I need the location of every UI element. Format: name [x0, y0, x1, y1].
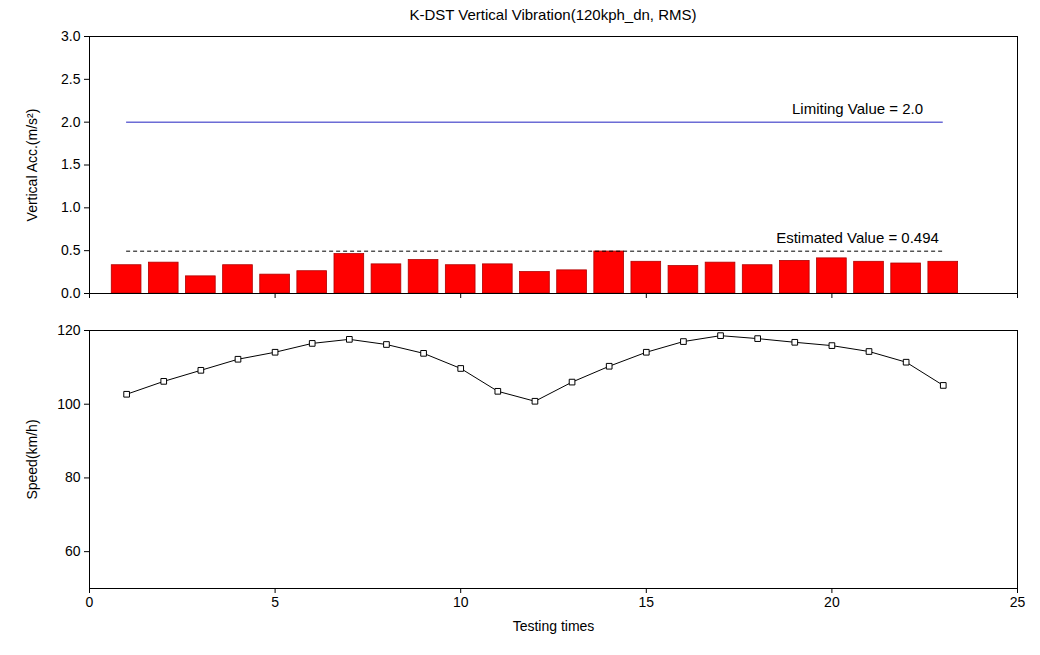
svg-text:25: 25	[1010, 594, 1026, 610]
svg-text:2.0: 2.0	[61, 114, 81, 130]
svg-text:80: 80	[65, 469, 81, 485]
svg-text:2.5: 2.5	[61, 71, 81, 87]
html-text:K-DST Vertical Vibration(120kp: K-DST Vertical Vibration(120kph_dn, RMS)	[409, 6, 697, 23]
svg-text:0: 0	[86, 594, 94, 610]
svg-text:100: 100	[57, 396, 81, 412]
svg-text:60: 60	[65, 543, 81, 559]
svg-text:20: 20	[824, 594, 840, 610]
svg-text:1.5: 1.5	[61, 156, 81, 172]
svg-text:0.0: 0.0	[61, 285, 81, 301]
svg-text:0.5: 0.5	[61, 242, 81, 258]
svg-text:Limiting Value = 2.0: Limiting Value = 2.0	[792, 100, 923, 117]
svg-text:Estimated Value = 0.494: Estimated Value = 0.494	[776, 229, 939, 246]
svg-text:Speed(km/h): Speed(km/h)	[24, 419, 40, 499]
svg-text:5: 5	[271, 594, 279, 610]
svg-text:15: 15	[639, 594, 655, 610]
svg-text:3.0: 3.0	[61, 28, 81, 44]
svg-text:1.0: 1.0	[61, 199, 81, 215]
svg-text:120: 120	[57, 322, 81, 338]
svg-text:Vertical Acc.(m/s²): Vertical Acc.(m/s²)	[24, 109, 40, 222]
svg-text:10: 10	[453, 594, 469, 610]
svg-text:Testing times: Testing times	[513, 618, 595, 634]
